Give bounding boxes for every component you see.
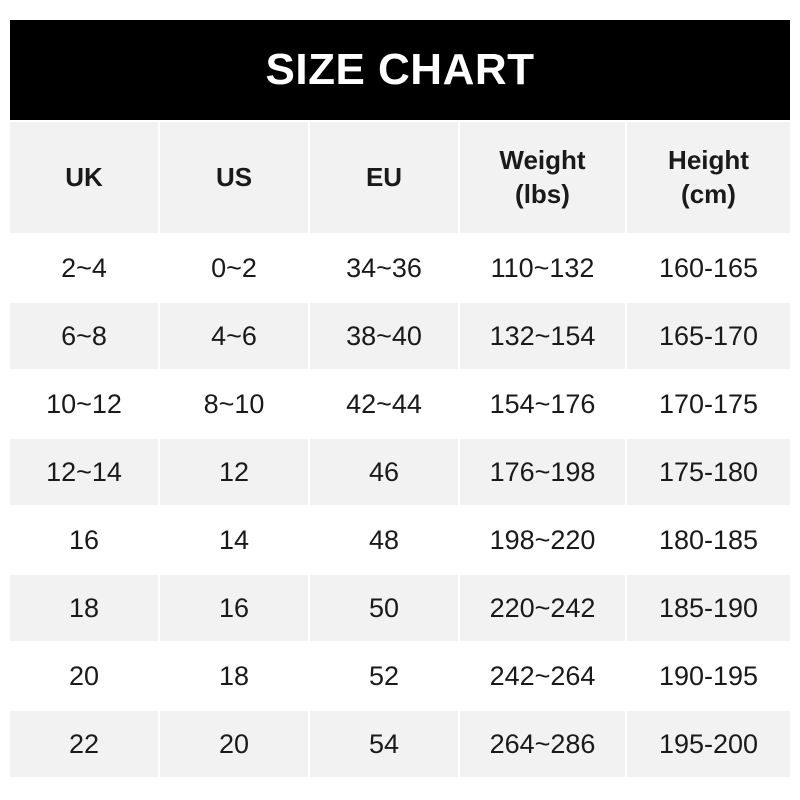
table-cell: 18	[218, 660, 250, 691]
table-cell: 22	[10, 711, 158, 777]
table-cell: 110~132	[490, 252, 595, 283]
table-cell: 176~198	[460, 439, 625, 505]
table-cell: 4~6	[160, 303, 308, 369]
table-cell: 160-165	[658, 252, 759, 283]
table-cell: 165-170	[627, 303, 790, 369]
table-cell: 170-175	[658, 388, 759, 419]
table-cell: 6~8	[10, 303, 158, 369]
title-banner: SIZE CHART	[10, 20, 790, 120]
table-cell: 175-180	[627, 439, 790, 505]
table-cell: 14	[218, 524, 250, 555]
table-cell: 38~40	[310, 303, 458, 369]
table-cell: 12~14	[10, 439, 158, 505]
table-cell: 48	[368, 524, 400, 555]
table-cell: 220~242	[460, 575, 625, 641]
table-cell: 180-185	[658, 524, 759, 555]
table-cell: 154~176	[489, 388, 596, 419]
table-cell: 34~36	[346, 252, 422, 283]
table-cell: 16	[160, 575, 308, 641]
table-cell: 46	[310, 439, 458, 505]
column-header: EU	[310, 122, 458, 233]
table-cell: 8~10	[203, 388, 265, 419]
table-cell: 18	[10, 575, 158, 641]
table-cell: 0~2	[211, 252, 257, 283]
table-cell: 20	[160, 711, 308, 777]
table-cell: 50	[310, 575, 458, 641]
column-header: Weight (lbs)	[460, 122, 625, 233]
table-cell: 10~12	[46, 388, 122, 419]
table-cell: 132~154	[460, 303, 625, 369]
table-cell: 190-195	[658, 660, 759, 691]
table-cell: 195-200	[627, 711, 790, 777]
table-cell: 52	[368, 660, 400, 691]
table-cell: 2~4	[61, 252, 107, 283]
table-cell: 54	[310, 711, 458, 777]
table-cell: 242~264	[489, 660, 596, 691]
table-cell: 198~220	[489, 524, 596, 555]
table-cell: 42~44	[346, 388, 422, 419]
column-header: US	[160, 122, 308, 233]
size-table: UK US EU Weight (lbs) Height (cm) 2~4 0~2 34~36…	[10, 122, 790, 777]
table-cell: 12	[160, 439, 308, 505]
table-cell: 16	[68, 524, 100, 555]
column-header: UK	[10, 122, 158, 233]
page-title: SIZE CHART	[265, 45, 535, 94]
table-cell: 20	[68, 660, 100, 691]
table-cell: 185-190	[627, 575, 790, 641]
table-cell: 264~286	[460, 711, 625, 777]
column-header: Height (cm)	[627, 122, 790, 233]
